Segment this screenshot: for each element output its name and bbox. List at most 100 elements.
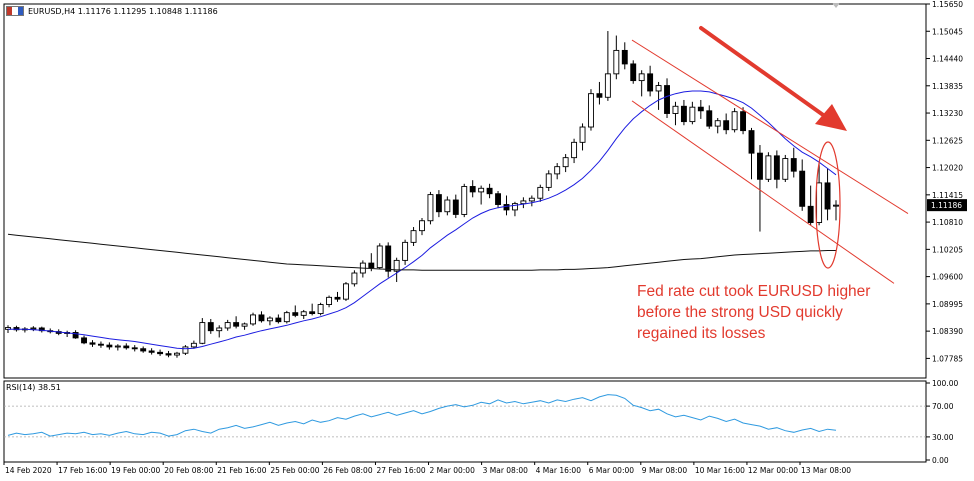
candle-body (680, 105, 687, 123)
rsi-header: RSI(14) 38.51 (6, 383, 61, 392)
candle-body (30, 327, 37, 330)
candle-body (520, 200, 527, 205)
candle-body (216, 327, 223, 332)
candle-body (157, 351, 164, 355)
candle-body (630, 63, 637, 82)
current-price-label: 1.11186 (931, 201, 962, 210)
rsi-pane-frame (3, 380, 927, 463)
candle-body (537, 186, 544, 199)
time-tick-label: 3 Mar 08:00 (483, 466, 529, 475)
candle-body (233, 322, 240, 327)
time-tick-label: 25 Feb 00:00 (270, 466, 319, 475)
candle-body (351, 272, 358, 285)
candle-body (714, 120, 721, 127)
trend-arrow-head-icon (815, 104, 847, 131)
price-tick-label: 1.15045 (932, 27, 963, 36)
candle-body (655, 85, 662, 92)
candle-body (283, 312, 290, 323)
candle-body (258, 314, 265, 322)
candle-body (461, 186, 468, 215)
price-tick-label: 1.15650 (932, 0, 963, 9)
symbol-ohlc-text: EURUSD,H4 1.11176 1.11295 1.10848 1.1118… (28, 6, 218, 16)
price-tick-label: 1.12625 (932, 136, 963, 145)
candle-body (807, 205, 814, 223)
candle-body (376, 245, 383, 269)
time-tick-label: 19 Feb 00:00 (111, 466, 160, 475)
channel-upper-line (631, 39, 909, 214)
time-tick-label: 14 Feb 2020 (5, 466, 52, 475)
candle-body (106, 344, 113, 348)
symbol-flag-icon (6, 6, 24, 16)
candle-body (114, 345, 121, 348)
candle-body (723, 120, 730, 131)
candle-body (81, 337, 87, 344)
candle-body (664, 85, 670, 114)
price-tick-label: 1.08390 (932, 327, 963, 336)
current-price-box (927, 199, 967, 212)
price-tick-label: 1.07785 (932, 354, 963, 363)
rsi-line (7, 394, 837, 437)
price-tick-label: 1.10810 (932, 218, 963, 227)
candle-body (748, 130, 755, 154)
slow-ma-line (7, 233, 836, 271)
candle-body (554, 166, 561, 175)
scroll-marker-icon (832, 3, 840, 8)
trend-arrow-shaft (699, 26, 828, 119)
candle-body (326, 296, 333, 306)
price-tick-label: 1.08995 (932, 300, 963, 309)
candle-body (190, 342, 197, 348)
candle-body (503, 204, 510, 211)
candle-body (393, 259, 400, 272)
time-tick-label: 13 Mar 08:00 (801, 466, 851, 475)
candle-body (782, 158, 789, 180)
price-tick-label: 1.13835 (932, 82, 963, 91)
price-tick-label: 1.14440 (932, 55, 963, 64)
candle-body (799, 170, 806, 207)
candle-body (824, 182, 831, 210)
annotation-text: Fed rate cut took EURUSD higher before t… (637, 283, 871, 342)
candle-body (647, 73, 654, 92)
price-tick-label: 1.11415 (932, 191, 963, 200)
time-tick-label: 4 Mar 16:00 (536, 466, 582, 475)
candle-body (435, 194, 442, 213)
candle-body (469, 186, 476, 193)
candle-body (140, 348, 147, 352)
time-tick-label: 2 Mar 00:00 (430, 466, 476, 475)
candle-body (343, 283, 349, 300)
candle-body (495, 193, 501, 205)
candle-body (224, 322, 231, 329)
candle-body (410, 230, 417, 243)
candle-body (571, 141, 578, 159)
time-tick-label: 21 Feb 16:00 (217, 466, 266, 475)
price-tick-label: 1.09600 (932, 273, 963, 282)
candle-body (511, 203, 518, 211)
price-tick-label: 1.13230 (932, 109, 963, 118)
candle-body (773, 155, 780, 180)
rsi-tick-label: 100.00 (932, 379, 958, 388)
candle-body (757, 152, 763, 180)
chart-header: EURUSD,H4 1.11176 1.11295 1.10848 1.1118… (6, 5, 218, 17)
candle-body (419, 220, 425, 232)
time-tick-label: 6 Mar 00:00 (589, 466, 635, 475)
candle-body (452, 199, 459, 215)
candle-body (131, 347, 138, 350)
candle-body (444, 199, 451, 213)
time-tick-label: 20 Feb 08:00 (164, 466, 213, 475)
channel-lower-line (631, 100, 895, 284)
candle-body (275, 317, 282, 323)
price-tick-label: 1.12020 (932, 164, 963, 173)
candle-body (148, 350, 155, 353)
rsi-tick-label: 30.00 (932, 433, 954, 442)
candle-body (250, 314, 256, 325)
candle-body (174, 352, 180, 356)
time-tick-label: 9 Mar 08:00 (642, 466, 688, 475)
time-tick-label: 12 Mar 00:00 (748, 466, 798, 475)
candle-body (613, 49, 620, 75)
rsi-tick-label: 0.00 (932, 456, 949, 465)
candle-body (402, 241, 409, 261)
candle-body (241, 323, 248, 327)
price-tick-label: 1.10205 (932, 245, 963, 254)
candle-body (672, 105, 679, 114)
candle-body (207, 322, 214, 332)
